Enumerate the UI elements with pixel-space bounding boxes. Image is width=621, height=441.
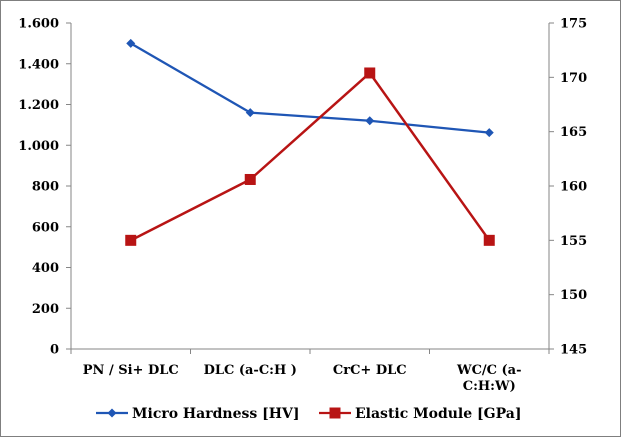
legend: Micro Hardness [HV] Elastic Module [GPa] [96,406,521,422]
legend-label: Elastic Module [GPa] [355,406,521,422]
right-tick-label: 175 [560,17,587,32]
left-axis-ticks: 0 200 400 600 800 1.000 1.200 1.400 1.600 [18,17,71,358]
right-tick-label: 170 [560,71,587,86]
data-point-diamond [484,128,494,138]
left-tick-label: 800 [32,180,59,195]
right-tick-label: 150 [560,288,587,303]
series-lines [125,38,495,246]
right-tick-label: 165 [560,125,587,140]
left-tick-label: 1.600 [18,17,59,32]
category-label: PN / Si+ DLC [83,363,179,378]
data-point-diamond [365,116,375,126]
left-tick-label: 200 [32,302,59,317]
left-tick-label: 1.400 [18,57,59,72]
series-line [130,71,491,242]
category-labels: PN / Si+ DLC DLC (a-C:H ) CrC+ DLC WC/C (a-… [83,363,522,394]
category-label: WC/C (a-C:H:W) [456,363,522,394]
data-point-square [244,173,256,185]
right-tick-label: 145 [560,343,587,358]
axes [70,23,550,354]
data-point-square [364,67,376,79]
data-point-diamond [245,108,255,118]
data-point-square [125,234,137,246]
right-axis-ticks: 145 150 155 160 165 170 175 [549,17,587,358]
series-line [130,42,490,134]
left-tick-label: 0 [50,343,59,358]
left-tick-label: 400 [32,261,59,276]
legend-label: Micro Hardness [HV] [132,406,299,422]
legend-marker-square [329,407,341,419]
data-point-diamond [126,38,136,48]
category-label: CrC+ DLC [333,363,407,378]
legend-marker-diamond [107,408,117,418]
right-tick-label: 155 [560,234,587,249]
left-tick-label: 1.200 [18,98,59,113]
data-point-square [483,234,495,246]
category-label: DLC (a-C:H ) [204,363,297,378]
left-tick-label: 600 [32,220,59,235]
left-tick-label: 1.000 [18,139,59,154]
right-tick-label: 160 [560,180,587,195]
